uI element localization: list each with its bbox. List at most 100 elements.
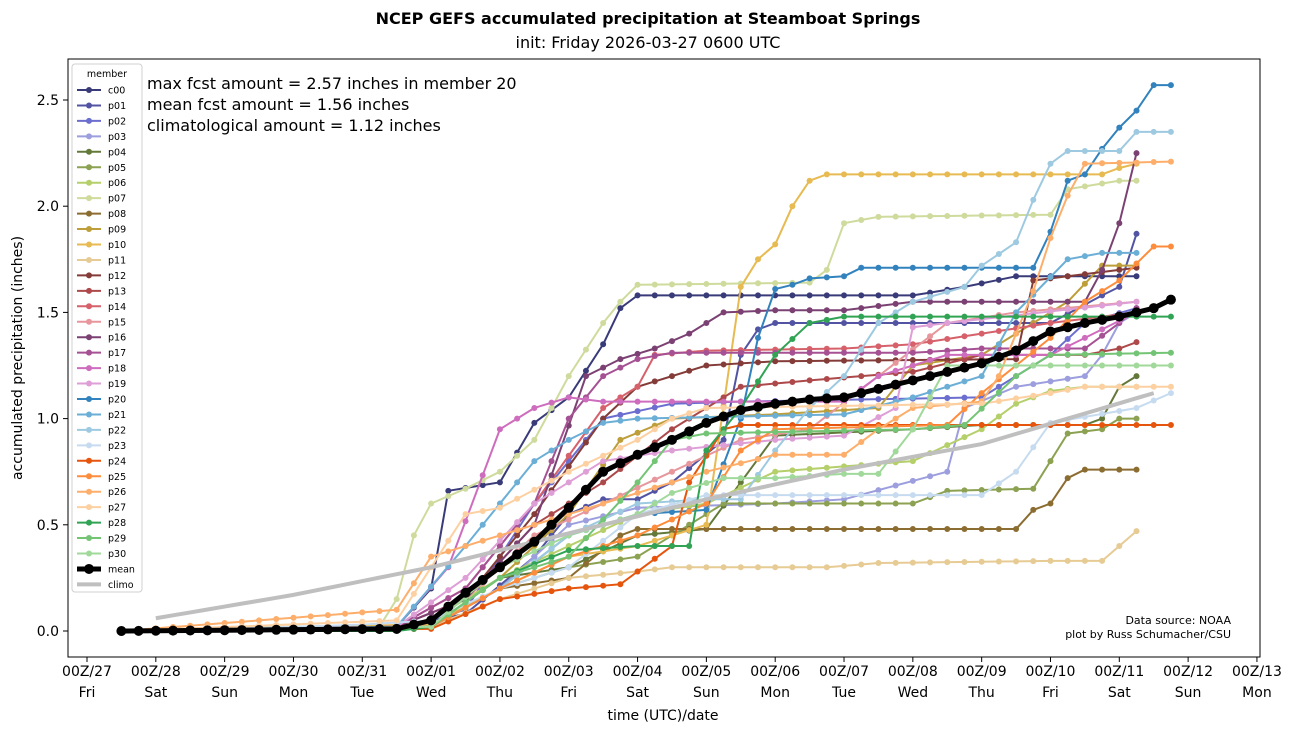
p03-point <box>565 521 572 528</box>
p29-point <box>703 430 710 437</box>
p28-point <box>548 554 555 561</box>
p15-point <box>668 468 675 475</box>
mean-point <box>735 405 746 416</box>
series-p10 <box>118 160 1140 634</box>
p23-point <box>927 492 934 499</box>
p06-point <box>806 466 813 473</box>
p13-point <box>927 364 934 371</box>
p30-point <box>927 394 934 401</box>
p24-point <box>565 585 572 592</box>
legend-entry-p25: p25 <box>77 472 126 483</box>
x-tick-label-time: 00Z/12 <box>1163 664 1213 680</box>
p24-point <box>1167 421 1174 428</box>
p27-point <box>703 404 710 411</box>
p19-point <box>1081 304 1088 311</box>
legend-marker <box>86 241 92 248</box>
p12-point <box>1116 266 1123 273</box>
p11-point <box>978 558 985 565</box>
p21-point <box>841 411 848 418</box>
x-tick-label-day: Thu <box>486 685 513 701</box>
p26-point <box>720 464 727 471</box>
p01-point <box>1099 292 1106 299</box>
p07-point <box>496 468 503 475</box>
p11-point <box>772 564 779 571</box>
p08-point <box>1133 466 1140 473</box>
p17-point <box>703 349 710 356</box>
p27-point <box>909 401 916 408</box>
p23-point <box>703 492 710 499</box>
p04-point <box>1099 415 1106 422</box>
p08-point <box>1013 526 1020 533</box>
p24-point <box>600 582 607 589</box>
mean-point <box>236 625 247 636</box>
p05-point <box>858 500 865 507</box>
p29-point <box>600 516 607 523</box>
legend-entry-p10: p10 <box>77 240 126 251</box>
p29-point <box>789 428 796 435</box>
p21-point <box>944 383 951 390</box>
p26-point <box>668 479 675 486</box>
legend-label: p05 <box>108 163 126 174</box>
p19-point <box>582 468 589 475</box>
y-tick-label: 2.5 <box>37 93 59 109</box>
p29-point <box>737 429 744 436</box>
p21-point <box>978 373 985 380</box>
p21-point <box>410 603 417 610</box>
p07-point <box>1013 212 1020 219</box>
x-tick-label-day: Sun <box>1175 685 1202 701</box>
p02-point <box>875 396 882 403</box>
legend-label: mean <box>108 564 135 575</box>
p22-line <box>121 130 1171 632</box>
p18-point <box>479 472 486 479</box>
p06-point <box>823 464 830 471</box>
p24-point <box>1081 421 1088 428</box>
p19-point <box>1099 302 1106 309</box>
p27-point <box>1047 390 1054 397</box>
legend-label: p30 <box>108 549 126 560</box>
legend-label: p07 <box>108 194 126 205</box>
c00-point <box>1133 273 1140 280</box>
legend-entry-mean: mean <box>77 563 135 575</box>
p28-point <box>909 313 916 320</box>
mean-point <box>925 371 936 382</box>
legend-entry-p03: p03 <box>77 132 126 143</box>
p16-point <box>737 308 744 315</box>
p21-point <box>634 415 641 422</box>
p03-point <box>927 473 934 480</box>
p21-point <box>1133 249 1140 256</box>
p02-point <box>1064 335 1071 342</box>
mean-point <box>1045 326 1056 337</box>
p23-point <box>823 492 830 499</box>
p18-point <box>651 398 658 405</box>
mean-point <box>649 442 660 453</box>
legend-label: p26 <box>108 487 126 498</box>
p01-point <box>841 320 848 327</box>
p08-point <box>806 526 813 533</box>
p07-point <box>634 281 641 288</box>
mean-point <box>632 449 643 460</box>
mean-point <box>305 624 316 635</box>
p08-point <box>1030 506 1037 513</box>
p26-point <box>754 455 761 462</box>
legend-marker <box>86 195 92 202</box>
p11-point <box>651 566 658 573</box>
p16-point <box>668 338 675 345</box>
c00-point <box>927 289 934 296</box>
p26-point <box>1133 159 1140 166</box>
p30-point <box>944 362 951 369</box>
p07-point <box>1099 180 1106 187</box>
p05-point <box>1081 428 1088 435</box>
p13-point <box>548 511 555 518</box>
legend-label: p23 <box>108 441 126 452</box>
p24-point <box>754 421 761 428</box>
p27-point <box>393 617 400 624</box>
p05-point <box>1064 430 1071 437</box>
p13-point <box>600 479 607 486</box>
p03-point <box>1013 383 1020 390</box>
p26-point <box>995 373 1002 380</box>
p16-point <box>995 298 1002 305</box>
p25-point <box>1116 277 1123 284</box>
p05-point <box>1116 415 1123 422</box>
p23-point <box>789 492 796 499</box>
legend-entry-p29: p29 <box>77 534 126 545</box>
